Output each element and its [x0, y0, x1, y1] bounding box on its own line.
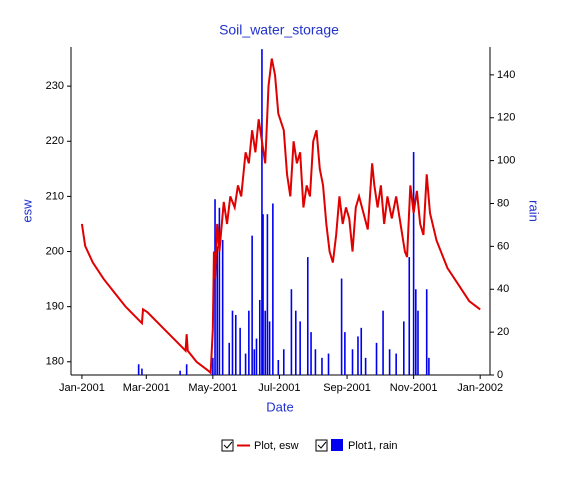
bar	[340, 278, 343, 375]
bar	[261, 49, 263, 375]
x-tick-label: Jul-2001	[258, 382, 300, 394]
bar	[428, 357, 430, 375]
y2-tick-label: 100	[497, 155, 515, 167]
bar	[266, 214, 269, 375]
bar	[314, 349, 317, 375]
y2-tick-label: 120	[497, 112, 515, 124]
bar	[402, 321, 405, 375]
bar	[408, 257, 411, 375]
bar	[277, 359, 280, 375]
bar	[251, 235, 253, 375]
legend-swatch	[331, 439, 343, 451]
bar	[351, 349, 354, 375]
bar	[290, 289, 293, 375]
line	[80, 58, 481, 375]
bar	[231, 310, 234, 375]
bar	[412, 152, 415, 375]
bar	[268, 321, 271, 375]
bar	[185, 364, 188, 375]
y2-tick-label: 20	[497, 326, 509, 338]
x-tick-label: Nov-2001	[390, 382, 438, 394]
legend-label: Plot, esw	[254, 440, 299, 452]
bar	[417, 310, 419, 375]
x-tick-label: Jan-2001	[59, 382, 105, 394]
bar	[137, 364, 140, 375]
bar	[272, 203, 274, 375]
bar	[415, 289, 417, 375]
chart-title: Soil_water_storage	[219, 22, 339, 38]
bar	[244, 353, 247, 375]
y-tick-label: 200	[46, 245, 64, 257]
bar	[255, 338, 258, 375]
checkbox[interactable]	[221, 439, 234, 452]
x-tick-label: Jan-2002	[457, 382, 503, 394]
bar	[357, 336, 359, 375]
y-tick-label: 220	[46, 135, 64, 147]
bar	[212, 357, 214, 375]
x-tick-label: Sep-2001	[323, 382, 371, 394]
y-tick-label: 230	[46, 80, 64, 92]
bar	[299, 321, 301, 375]
bar	[221, 239, 224, 375]
y2-tick-label: 80	[497, 197, 509, 209]
bar	[141, 368, 143, 375]
bar	[375, 342, 378, 375]
check	[317, 441, 327, 449]
bar	[382, 310, 384, 375]
bar	[321, 357, 323, 375]
bar	[239, 327, 241, 375]
y2-axis-title: rain	[527, 200, 542, 222]
bar	[310, 332, 312, 375]
y-tick-label: 180	[46, 356, 64, 368]
y-tick-label: 210	[46, 190, 64, 202]
bar	[258, 299, 261, 375]
y2-tick-label: 140	[497, 69, 515, 81]
checkbox[interactable]	[315, 439, 328, 452]
bar	[234, 314, 237, 375]
bar	[282, 349, 285, 375]
bar	[395, 353, 397, 375]
x-tick-label: Mar-2001	[123, 382, 170, 394]
bar	[228, 342, 231, 375]
bar	[179, 370, 181, 375]
bar	[344, 332, 346, 375]
y-tick-label: 190	[46, 301, 64, 313]
legend-label: Plot1, rain	[348, 440, 398, 452]
check	[223, 441, 233, 449]
y2-tick-label: 60	[497, 240, 509, 252]
y2-tick-label: 40	[497, 283, 509, 295]
y-axis-title: esw	[19, 199, 34, 223]
bar	[388, 349, 391, 375]
bar	[306, 257, 309, 375]
y2-tick-label: 0	[497, 369, 503, 381]
bar	[214, 199, 216, 375]
bar	[364, 357, 367, 375]
bar	[360, 327, 363, 375]
x-axis-title: Date	[266, 399, 293, 414]
bar	[264, 310, 267, 375]
bar	[216, 246, 219, 375]
x-tick-label: May-2001	[188, 382, 237, 394]
bar	[262, 214, 264, 375]
bar	[253, 349, 256, 375]
bar	[425, 289, 428, 375]
legend: Plot, esw Plot1, rain	[221, 439, 398, 452]
bar	[248, 310, 250, 375]
bar	[294, 310, 297, 375]
bar	[218, 207, 221, 375]
bar	[327, 353, 330, 375]
